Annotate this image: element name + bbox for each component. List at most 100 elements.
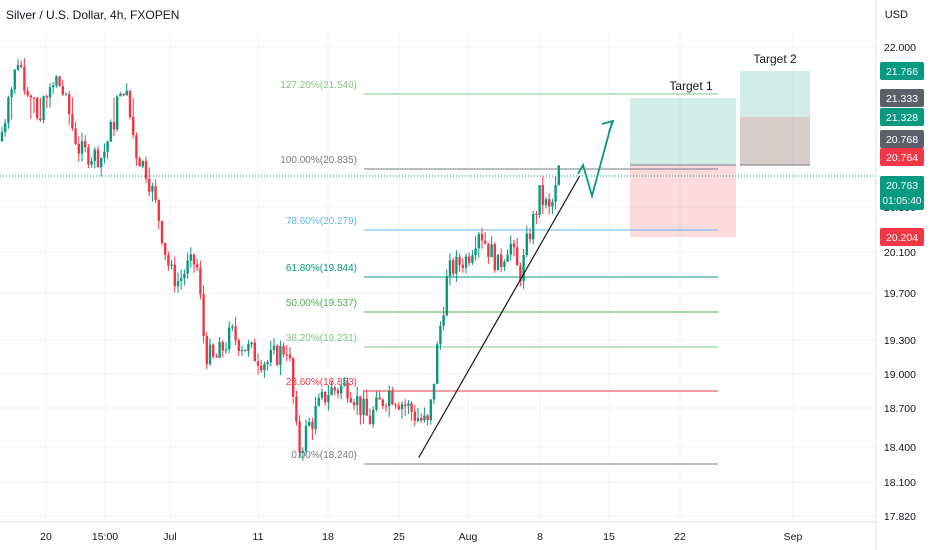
candle [394, 402, 397, 410]
candle-body [292, 358, 295, 397]
candle-body [391, 390, 394, 405]
currency-label: USD [884, 9, 908, 21]
candle-body [525, 233, 528, 256]
candle [522, 248, 525, 289]
candle-body [381, 399, 384, 406]
candle-body [224, 349, 228, 351]
candle [327, 384, 330, 411]
candle [180, 269, 183, 290]
candle-body [218, 341, 221, 358]
candle [400, 401, 404, 419]
candle [215, 353, 218, 358]
candle-body [311, 422, 314, 430]
fib-level-label: 61.80%(19.844) [286, 263, 357, 274]
candle-body [471, 255, 474, 263]
candle-body [84, 141, 87, 148]
target-stop-zone [630, 165, 736, 237]
candle-body [365, 398, 368, 416]
candle [535, 210, 538, 224]
candle-body [298, 421, 301, 453]
candle-body [336, 390, 340, 394]
candle [375, 391, 378, 412]
candle-body [48, 87, 52, 98]
price-tick-label: 18.400 [884, 442, 916, 454]
candle [61, 79, 64, 96]
candle-body [458, 256, 461, 265]
candle-body [314, 405, 317, 430]
candle-body [253, 342, 256, 362]
candle [164, 242, 167, 261]
candle [429, 398, 432, 425]
candle-body [468, 256, 471, 263]
candle [346, 377, 349, 403]
candle [253, 338, 256, 362]
candle-body [45, 96, 48, 98]
candle-body [490, 244, 493, 258]
candle [87, 144, 90, 169]
candle [532, 210, 535, 245]
price-badge-label: 20.764 [886, 152, 918, 164]
candle-body [535, 213, 538, 216]
candle-body [522, 255, 525, 282]
candle-body [116, 96, 119, 130]
candle [525, 225, 528, 258]
candle-body [10, 89, 13, 98]
price-badge-label: 20.763 [886, 180, 918, 192]
candle-body [103, 151, 106, 158]
candle-body [80, 141, 84, 154]
candle [336, 387, 340, 399]
candle-body [100, 157, 103, 168]
time-tick-label: 22 [674, 531, 686, 543]
time-tick-label: 20 [40, 531, 52, 543]
price-tick-label: 18.700 [884, 403, 916, 415]
candle [343, 377, 346, 387]
price-tick-label: 22.000 [884, 42, 916, 54]
candle-body [340, 385, 343, 394]
candle [42, 95, 45, 124]
candle [295, 390, 298, 426]
candle [279, 340, 282, 376]
candle-body [410, 403, 413, 412]
candle [247, 339, 250, 357]
candle [71, 97, 74, 131]
candle [224, 342, 228, 354]
candle-body [96, 149, 100, 168]
candle [356, 386, 359, 415]
candle [359, 396, 362, 425]
candle-body [237, 340, 240, 351]
candle-body [148, 178, 151, 192]
candle [109, 119, 112, 142]
candle [176, 272, 180, 293]
projection-path [577, 121, 613, 200]
candle [461, 257, 464, 273]
candle [391, 387, 394, 406]
price-badge-label: 20.204 [886, 232, 918, 244]
candle-body [375, 397, 378, 410]
candle-body [202, 293, 205, 337]
candle [138, 156, 141, 167]
fib-level-label: 38.20%(19.231) [286, 333, 357, 344]
candle [32, 96, 36, 114]
fib-level-label: 0.00%(18.240) [291, 450, 357, 461]
candle-body [423, 415, 426, 421]
candle-body [266, 362, 269, 365]
candle-body [112, 122, 116, 130]
candle-body [61, 86, 64, 95]
candle-body [36, 97, 39, 119]
candle-body [288, 354, 292, 359]
candle-body [151, 186, 154, 192]
candle [263, 361, 266, 378]
fib-level-label: 100.00%(20.835) [280, 155, 357, 166]
candle [368, 408, 372, 425]
candle-body [378, 397, 381, 400]
candle [93, 147, 96, 169]
price-tick-label: 18.100 [884, 477, 916, 489]
candle-body [509, 243, 512, 255]
target-stop-zone [740, 117, 810, 165]
candle [170, 259, 173, 270]
candle-body [452, 260, 455, 274]
candle [471, 250, 474, 265]
candle [282, 342, 285, 358]
candle [320, 388, 324, 401]
